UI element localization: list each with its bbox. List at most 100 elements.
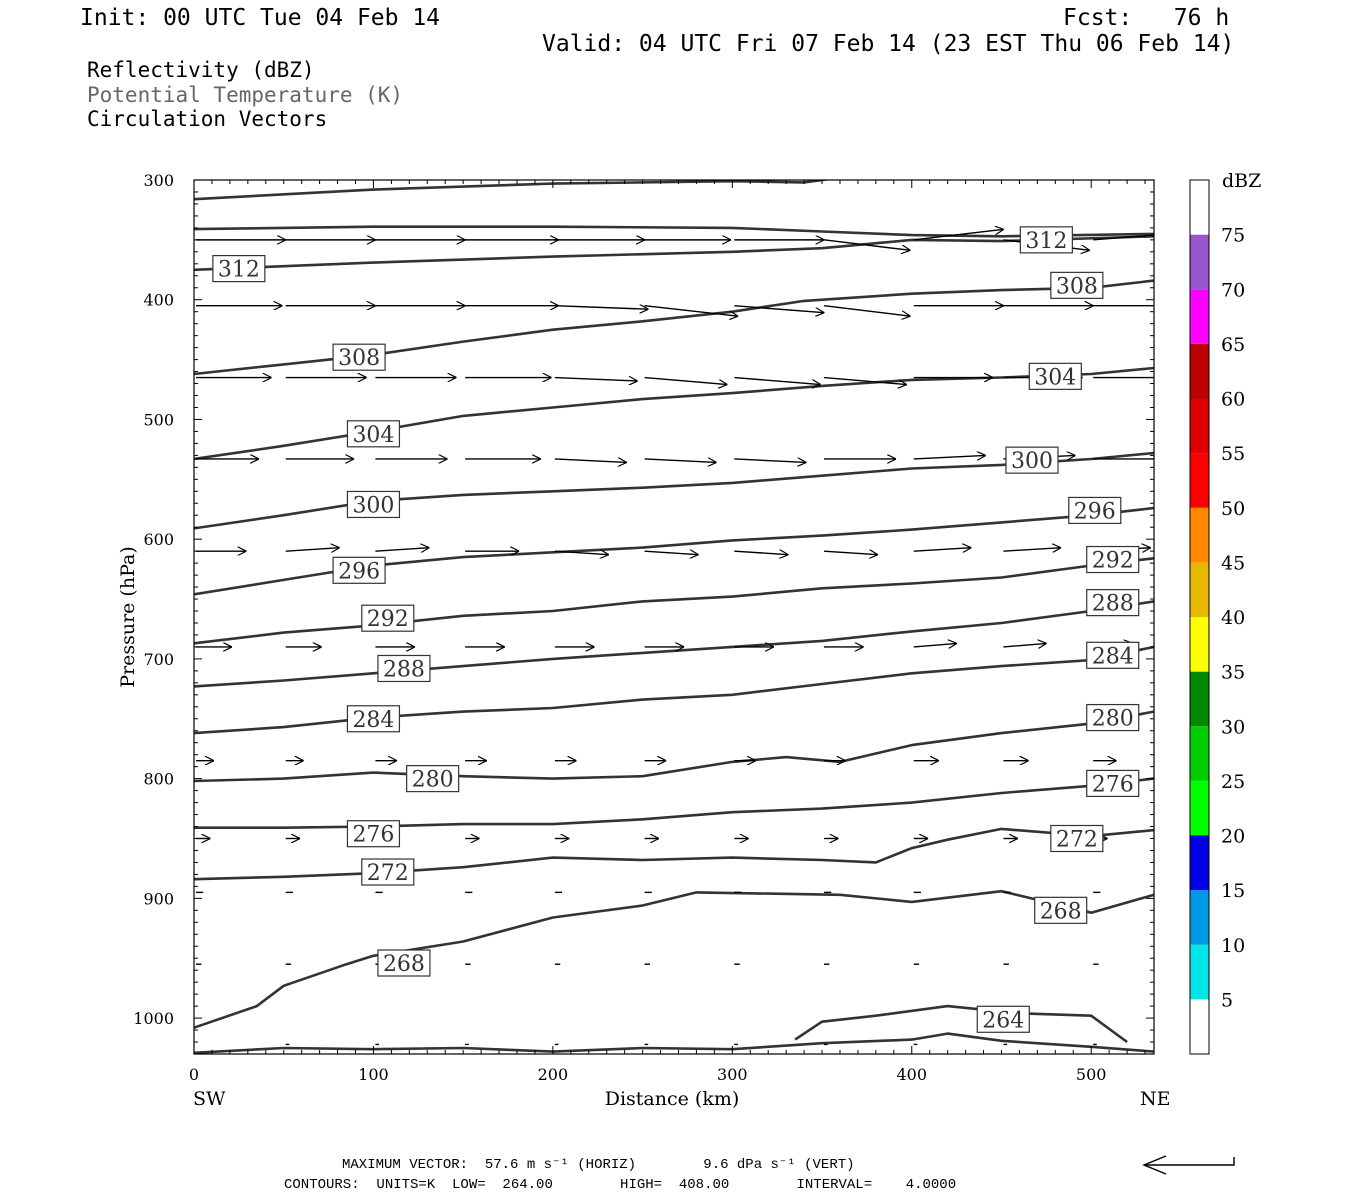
contour-label-box bbox=[976, 1005, 1030, 1033]
contour-label-box bbox=[406, 765, 460, 793]
contour-label: 292 bbox=[1092, 549, 1134, 574]
colorbar-segment bbox=[1190, 835, 1209, 891]
contour-label: 292 bbox=[367, 607, 409, 632]
circulation-vector bbox=[823, 376, 907, 385]
colorbar-segment bbox=[1190, 234, 1209, 290]
circulation-vector bbox=[644, 551, 699, 555]
colorbar-unit-label: dBZ bbox=[1222, 170, 1261, 192]
contour-label-box bbox=[212, 254, 266, 283]
theta-contour-304 bbox=[194, 366, 1154, 461]
colorbar-label: 55 bbox=[1221, 443, 1245, 465]
contour-label-box bbox=[1086, 545, 1140, 574]
x-end-label-ne: NE bbox=[1140, 1088, 1171, 1110]
circulation-vector bbox=[644, 305, 739, 317]
y-tick-label: 600 bbox=[143, 530, 174, 549]
colorbar-segment bbox=[1190, 507, 1209, 563]
colorbar-label: 65 bbox=[1221, 334, 1245, 356]
circulation-vector bbox=[1093, 234, 1154, 241]
legend-potential-temperature: Potential Temperature (K) bbox=[87, 83, 404, 107]
contour-label-box bbox=[1050, 271, 1104, 299]
y-tick-label: 300 bbox=[143, 171, 174, 190]
y-tick-label: 800 bbox=[143, 770, 174, 789]
circulation-vector bbox=[375, 548, 429, 552]
colorbar-segment bbox=[1190, 398, 1209, 454]
y-tick-label: 500 bbox=[143, 410, 174, 429]
x-tick-label: 200 bbox=[538, 1065, 569, 1084]
contour-label: 296 bbox=[338, 559, 380, 584]
theta-contour-288 bbox=[194, 600, 1154, 688]
contour-label: 300 bbox=[352, 493, 394, 518]
colorbar-segment bbox=[1190, 999, 1209, 1054]
circulation-vector bbox=[734, 305, 824, 313]
circulation-vector bbox=[554, 551, 609, 555]
contour-label-box bbox=[1034, 896, 1088, 924]
colorbar-label: 20 bbox=[1221, 826, 1245, 848]
theta-contour-284 bbox=[194, 645, 1154, 735]
colorbar-label: 75 bbox=[1221, 225, 1245, 247]
circulation-vector bbox=[554, 378, 638, 382]
colorbar-segment bbox=[1190, 343, 1209, 399]
contour-label-box bbox=[1086, 703, 1140, 732]
contour-label-box bbox=[346, 820, 401, 848]
circulation-vector bbox=[734, 459, 806, 463]
colorbar-label: 30 bbox=[1221, 716, 1245, 738]
x-end-label-sw: SW bbox=[193, 1088, 226, 1110]
theta-contour-316 bbox=[194, 225, 1154, 238]
contour-label: 312 bbox=[1025, 229, 1067, 254]
colorbar-label: 25 bbox=[1221, 771, 1245, 793]
contour-label: 268 bbox=[1040, 899, 1082, 924]
y-tick-label: 1000 bbox=[133, 1009, 174, 1028]
circulation-vector bbox=[734, 551, 788, 555]
contour-label: 276 bbox=[352, 823, 394, 848]
max-vector-text: MAXIMUM VECTOR: 57.6 m s⁻¹ (HORIZ) 9.6 d… bbox=[342, 1157, 855, 1173]
circulation-vector bbox=[913, 229, 1004, 241]
valid-time-label: Valid: 04 UTC Fri 07 Feb 14 (23 EST Thu … bbox=[542, 31, 1235, 57]
colorbar-label: 60 bbox=[1221, 389, 1245, 411]
circulation-vector bbox=[554, 306, 649, 310]
contour-label: 280 bbox=[1092, 707, 1134, 732]
colorbar-segment bbox=[1190, 890, 1209, 945]
contour-label: 312 bbox=[218, 258, 260, 283]
x-tick-label: 500 bbox=[1076, 1065, 1107, 1084]
contour-label-box bbox=[332, 556, 386, 584]
circulation-vector bbox=[644, 459, 717, 463]
circulation-vector bbox=[554, 459, 627, 463]
contour-label: 280 bbox=[412, 768, 454, 793]
contour-label-box bbox=[1086, 641, 1140, 669]
contour-label: 284 bbox=[352, 708, 394, 733]
y-tick-label: 700 bbox=[143, 650, 174, 669]
colorbar-label: 10 bbox=[1221, 935, 1245, 957]
contour-info-text: CONTOURS: UNITS=K LOW= 264.00 HIGH= 408.… bbox=[284, 1177, 957, 1193]
contour-label-box bbox=[1005, 446, 1059, 474]
x-axis-label: Distance (km) bbox=[605, 1088, 740, 1110]
theta-contour-312 bbox=[194, 180, 832, 201]
contour-label-box bbox=[377, 949, 431, 977]
contour-label-box bbox=[1019, 226, 1073, 254]
colorbar-label: 40 bbox=[1221, 607, 1245, 629]
y-axis-label: Pressure (hPa) bbox=[117, 546, 139, 688]
circulation-vector bbox=[823, 305, 910, 317]
x-tick-label: 0 bbox=[189, 1065, 199, 1084]
plot-area: 312 312 308 308 304 304 300 300 296 296 292 292 288 2… bbox=[194, 180, 1154, 1054]
contour-label: 272 bbox=[367, 861, 409, 886]
circulation-vector bbox=[644, 376, 728, 385]
colorbar-segment bbox=[1190, 671, 1209, 727]
contour-label: 304 bbox=[1034, 365, 1076, 390]
theta-contour-292 bbox=[194, 557, 1154, 645]
theta-contour-312 bbox=[194, 235, 1154, 272]
contour-label: 272 bbox=[1056, 827, 1098, 852]
x-tick-label: 400 bbox=[896, 1065, 927, 1084]
colorbar-segment bbox=[1190, 780, 1209, 836]
theta-contour-272 bbox=[194, 827, 1154, 881]
init-time-label: Init: 00 UTC Tue 04 Feb 14 bbox=[80, 5, 441, 31]
theta-contour-268 bbox=[194, 889, 1154, 1029]
contour-label: 308 bbox=[338, 346, 380, 371]
theta-contour-264 bbox=[794, 1004, 1128, 1044]
colorbar-segment bbox=[1190, 562, 1209, 617]
colorbar-label: 45 bbox=[1221, 552, 1245, 574]
colorbar-segment bbox=[1190, 726, 1209, 781]
circulation-vector bbox=[913, 548, 972, 552]
theta-contour-280 bbox=[194, 710, 1154, 783]
colorbar-segment bbox=[1190, 289, 1209, 344]
contour-label: 296 bbox=[1074, 499, 1116, 524]
